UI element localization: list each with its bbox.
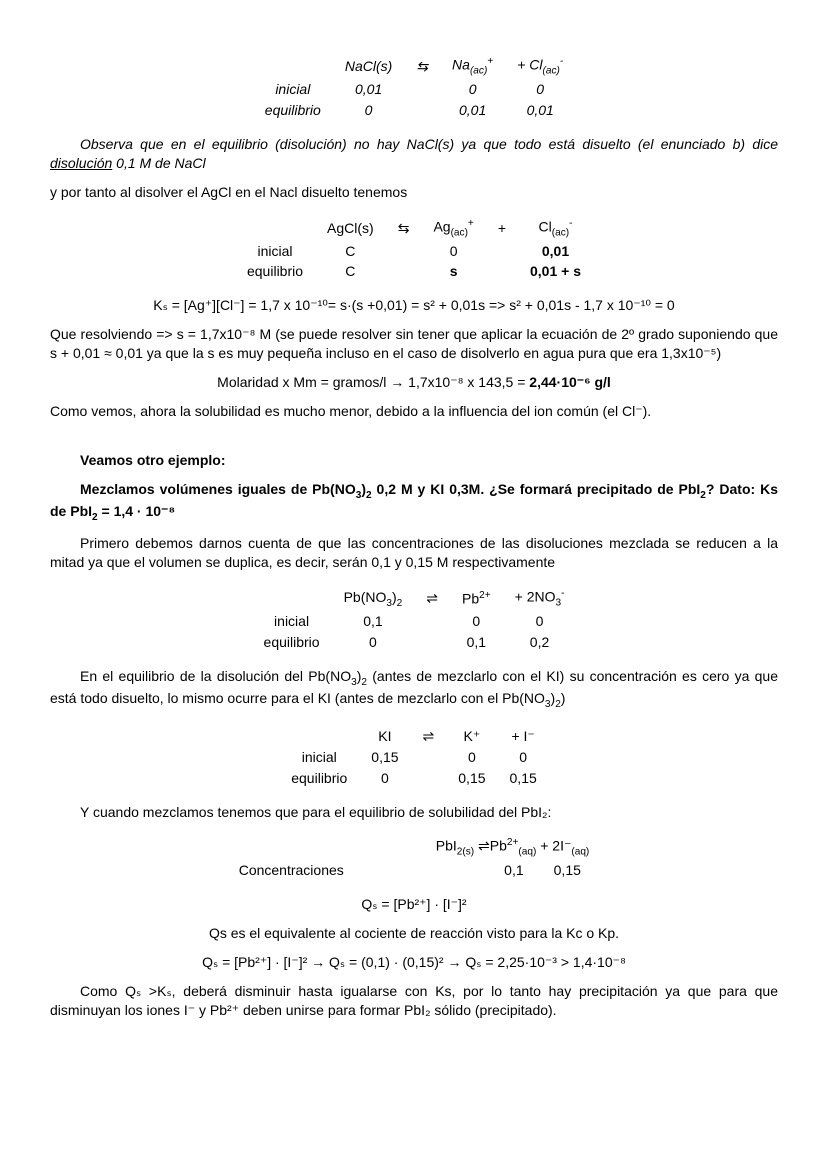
qs-formula: Qₛ = [Pb²⁺] · [I⁻]² <box>50 895 778 914</box>
qs-calc: Qₛ = [Pb²⁺] · [I⁻]² → Qₛ = (0,1) · (0,15… <box>50 953 778 972</box>
agcl-equilibrium-table: AgCl(s) ⇆ Ag(ac)+ + Cl(ac)- inicial C 0 … <box>50 216 778 283</box>
ks-equation: Kₛ = [Ag⁺][Cl⁻] = 1,7 x 10⁻¹⁰= s·(s +0,0… <box>50 296 778 315</box>
paragraph-primero: Primero debemos darnos cuenta de que las… <box>50 534 778 572</box>
pbi2-equilibrium-table: PbI2(s) ⇌Pb2+(aq) + 2I⁻(aq) Concentracio… <box>50 835 778 881</box>
molaridad-line: Molaridad x Mm = gramos/l → 1,7x10⁻⁸ x 1… <box>50 373 778 392</box>
pbno3-equilibrium-table: Pb(NO3)2 ⇌ Pb2+ + 2NO3- inicial 0,1 0 0 … <box>50 586 778 653</box>
paragraph-equilibrio-pbno3: En el equilibrio de la disolución del Pb… <box>50 667 778 712</box>
heading-ejemplo: Veamos otro ejemplo: <box>50 451 778 470</box>
qs-note: Qs es el equivalente al cociente de reac… <box>50 924 778 943</box>
nacl-equilibrium-table: NaCl(s) ⇆ Na(ac)+ + Cl(ac)- inicial 0,01… <box>50 54 778 121</box>
paragraph-mezclamos: Y cuando mezclamos tenemos que para el e… <box>50 803 778 822</box>
paragraph-observa: Observa que en el equilibrio (disolución… <box>50 135 778 173</box>
paragraph-resolviendo: Que resolviendo => s = 1,7x10⁻⁸ M (se pu… <box>50 325 778 363</box>
paragraph-disolver: y por tanto al disolver el AgCl en el Na… <box>50 183 778 202</box>
ki-equilibrium-table: KI ⇌ K⁺ + I⁻ inicial 0,15 0 0 equilibrio… <box>50 726 778 789</box>
paragraph-solubilidad-menor: Como vemos, ahora la solubilidad es much… <box>50 402 778 421</box>
paragraph-enunciado: Mezclamos volúmenes iguales de Pb(NO3)2 … <box>50 480 778 525</box>
paragraph-conclusion: Como Qₛ >Kₛ, deberá disminuir hasta igua… <box>50 982 778 1020</box>
